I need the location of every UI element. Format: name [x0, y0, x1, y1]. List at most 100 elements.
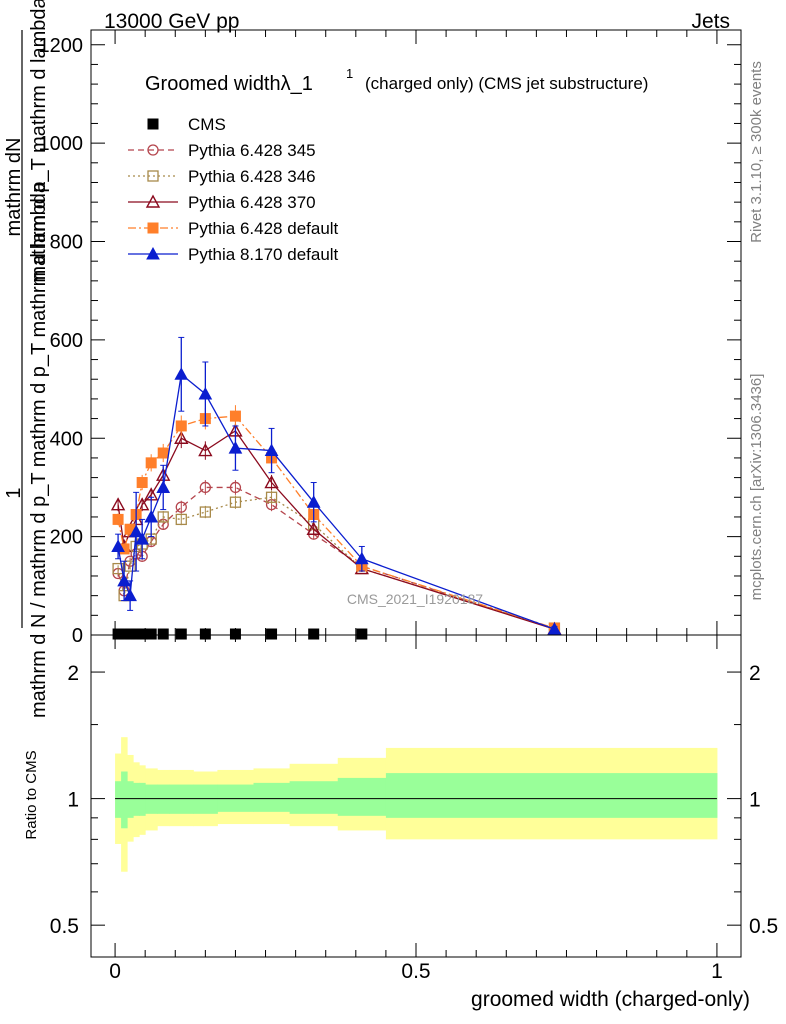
- main-axes: 0 200 400 600 800 1000 1200: [39, 29, 742, 647]
- data-point: [145, 628, 157, 640]
- series-line: [117, 415, 555, 629]
- legend-label: Pythia 6.428 345: [188, 141, 316, 160]
- series-line: [117, 486, 555, 630]
- data-point: [198, 443, 213, 457]
- plot-title-sup: 1: [346, 66, 353, 81]
- main-series-layer: [110, 336, 562, 640]
- data-point: [135, 532, 149, 545]
- data-point: [198, 386, 213, 400]
- data-point: [157, 447, 169, 459]
- legend-marker: [145, 194, 161, 208]
- data-point: [354, 551, 369, 565]
- data-point: [264, 443, 279, 457]
- data-point: [175, 513, 187, 526]
- data-point: [229, 481, 242, 494]
- data-point: [199, 506, 212, 518]
- inner-band-bin: [115, 781, 122, 818]
- series-line: [117, 429, 555, 630]
- legend-marker: [146, 246, 160, 260]
- series-5: [111, 336, 562, 635]
- x-tick-label: 1: [711, 960, 723, 983]
- legend-label: Pythia 6.428 370: [188, 193, 316, 212]
- legend: CMS Pythia 6.428 345 Pythia 6.428 346 Pythi…: [128, 115, 339, 264]
- data-point: [229, 410, 241, 422]
- series-line: [117, 373, 555, 630]
- x-tick-label: 0: [109, 960, 121, 983]
- y-tick-label: 800: [50, 232, 83, 254]
- data-point: [229, 496, 242, 508]
- legend-marker: [147, 118, 159, 130]
- inner-band-bin: [121, 771, 128, 829]
- inner-band-bin: [337, 777, 387, 816]
- data-point: [306, 521, 321, 535]
- data-point: [547, 622, 562, 635]
- inner-band-bin: [133, 782, 140, 816]
- y-tick-label: 600: [50, 330, 83, 352]
- ratio-y-label: Ratio to CMS: [23, 750, 40, 839]
- legend-entry: Pythia 6.428 370: [128, 193, 316, 212]
- data-point: [157, 511, 169, 523]
- x-axis-label: groomed width (charged-only): [471, 988, 750, 1011]
- data-point: [306, 495, 321, 508]
- legend-entry: Pythia 6.428 default: [128, 219, 339, 238]
- energy-label: 13000 GeV pp: [104, 10, 239, 33]
- data-point: [117, 573, 131, 587]
- y-tick-label: 0: [72, 625, 83, 647]
- inner-band-bin: [193, 784, 218, 814]
- ratio-y-tick-label: 1: [67, 789, 79, 812]
- data-point: [112, 562, 124, 575]
- data-point: [156, 480, 171, 493]
- y-tick-label: 400: [50, 428, 83, 450]
- ratio-y-tick-label-right: 1: [749, 789, 761, 812]
- data-point: [228, 441, 243, 454]
- legend-entry: Pythia 6.428 345: [128, 141, 316, 160]
- legend-marker: [147, 170, 159, 182]
- plot-title-sub: (charged only) (CMS jet substructure): [365, 74, 648, 93]
- legend-label: CMS: [188, 115, 226, 134]
- data-point: [129, 524, 143, 538]
- inner-band-bin: [253, 782, 291, 812]
- data-point: [174, 367, 189, 380]
- inner-band-bin: [169, 784, 194, 814]
- y-label-dn: mathrm dN: [3, 138, 25, 237]
- series-1: [112, 480, 561, 635]
- data-point: [123, 588, 137, 602]
- legend-label: Pythia 6.428 default: [188, 219, 339, 238]
- y-label-one: 1: [3, 487, 25, 498]
- legend-entry: Pythia 8.170 default: [128, 245, 339, 264]
- ratio-plot-area: [115, 737, 718, 872]
- data-point: [174, 430, 189, 444]
- jets-label: Jets: [691, 10, 730, 33]
- legend-marker: [147, 222, 159, 234]
- data-point: [111, 539, 125, 552]
- legend-marker: [147, 144, 159, 156]
- series-line: [117, 496, 555, 629]
- data-point: [264, 475, 279, 489]
- data-point: [145, 457, 157, 469]
- legend-entry: CMS: [147, 115, 226, 134]
- data-point: [136, 477, 148, 489]
- series-3: [110, 420, 562, 635]
- y-tick-label: 1000: [39, 133, 84, 155]
- x-tick-label: 0.5: [401, 960, 430, 983]
- ratio-y-tick-label: 2: [67, 662, 79, 685]
- inner-band-bin: [145, 784, 158, 814]
- inner-band-bin: [289, 781, 339, 814]
- inner-band-bin: [139, 782, 146, 816]
- y-tick-label: 1200: [39, 35, 84, 57]
- y-label-dp: mathrm d p_T mathrm d lambda: [28, 0, 50, 283]
- legend-entry: Pythia 6.428 346: [128, 167, 316, 186]
- ratio-y-tick-label-right: 0.5: [749, 915, 778, 938]
- data-point: [134, 497, 150, 511]
- inner-band-bin: [127, 781, 134, 818]
- inner-band-bin: [157, 784, 170, 814]
- data-point: [112, 513, 124, 525]
- data-point: [266, 628, 278, 640]
- data-point: [265, 491, 278, 503]
- data-point: [175, 628, 187, 640]
- y-tick-label: 200: [50, 527, 83, 549]
- mcplots-label: mcplots.cern.ch [arXiv:1306.3436]: [748, 374, 765, 601]
- ratio-axes: 0.5 0.5 1 1 2 2 0 0.5 1: [50, 634, 778, 983]
